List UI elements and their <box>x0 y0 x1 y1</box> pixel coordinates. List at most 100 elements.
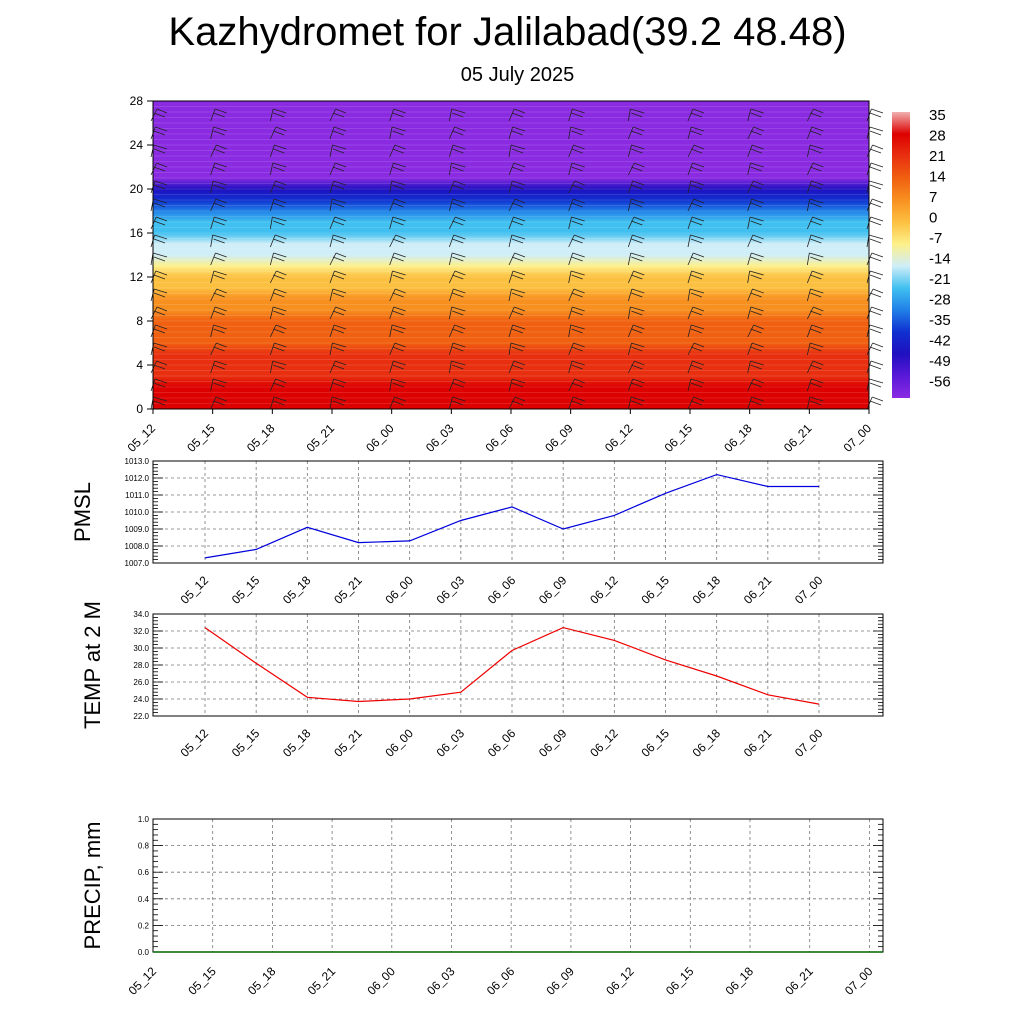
colorbar-label: -14 <box>929 251 951 268</box>
wind-barb <box>627 360 645 374</box>
wind-barb <box>806 342 824 356</box>
wind-barb <box>747 180 764 194</box>
x-tick-label: 05_15 <box>229 573 263 607</box>
x-tick-label: 06_06 <box>484 964 518 998</box>
wind-barb <box>389 126 406 140</box>
wind-barb <box>747 360 764 374</box>
wind-barb <box>568 306 585 320</box>
y-tick-label: 1010.0 <box>125 508 150 517</box>
wind-barb <box>448 198 466 212</box>
wind-barb <box>329 396 347 410</box>
x-tick-label: 06_18 <box>723 964 757 998</box>
y-tick-label: 32.0 <box>133 627 149 636</box>
wind-barb <box>747 324 764 338</box>
wind-barb <box>747 216 764 230</box>
colorbar-label: -21 <box>929 271 951 288</box>
x-tick-label: 06_03 <box>434 726 468 760</box>
wind-barb <box>269 378 287 392</box>
wind-barb <box>687 378 705 392</box>
wind-barb <box>568 360 585 374</box>
wind-barb <box>150 108 168 122</box>
wind-barb <box>568 252 585 266</box>
cross-section-panel: 0 4 8 12 16 20 24 28 05_12 05_15 05_18 05_21 06_00 06… <box>125 94 884 455</box>
x-tick-label: 06_12 <box>587 573 621 607</box>
wind-barb <box>210 270 227 284</box>
wind-barb <box>627 306 645 320</box>
y-tick-label: 16 <box>130 226 144 240</box>
x-tick-label: 06_18 <box>690 573 724 607</box>
y-tick-label: 20 <box>130 182 144 196</box>
y-tick-label: 1008.0 <box>125 542 150 551</box>
wind-barb <box>329 234 347 248</box>
wind-barb <box>747 342 764 356</box>
x-tick-label: 07_00 <box>842 964 876 998</box>
wind-barb <box>210 288 227 302</box>
wind-barb <box>866 396 884 410</box>
wind-barb <box>806 324 824 338</box>
wind-barb <box>329 324 347 338</box>
wind-barb <box>568 180 585 194</box>
wind-barb <box>747 252 764 266</box>
wind-barb <box>568 288 585 302</box>
wind-barb <box>448 162 466 176</box>
x-tick-label: 05_21 <box>331 573 365 607</box>
wind-barb <box>687 108 705 122</box>
wind-barb <box>389 162 406 176</box>
y-tick-label: 22.0 <box>133 712 149 721</box>
y-tick-label: 4 <box>136 358 143 372</box>
wind-barb <box>448 270 466 284</box>
wind-barb <box>627 288 645 302</box>
x-tick-label: 05_12 <box>178 573 212 607</box>
wind-barb <box>508 342 526 356</box>
wind-barb <box>448 288 466 302</box>
x-tick-label: 06_09 <box>544 964 578 998</box>
pmsl-panel: 1007.0 1008.0 1009.0 1010.0 1011.0 1012.0 1013… <box>70 457 884 607</box>
y-tick-label: 0.0 <box>138 948 150 957</box>
x-tick-label: 06_12 <box>602 421 636 455</box>
wind-barb <box>329 162 347 176</box>
wind-barb <box>508 234 526 248</box>
wind-barb <box>747 378 764 392</box>
wind-barb <box>389 108 406 122</box>
wind-barb <box>389 288 406 302</box>
wind-barb <box>508 162 526 176</box>
wind-barb <box>329 198 347 212</box>
wind-barb <box>448 360 466 374</box>
wind-barb <box>806 126 824 140</box>
x-tick-label: 05_15 <box>185 964 219 998</box>
wind-barb <box>329 342 347 356</box>
wind-barb <box>627 162 645 176</box>
wind-barb <box>269 162 287 176</box>
wind-barb <box>269 108 287 122</box>
x-tick-label: 06_03 <box>424 964 458 998</box>
wind-barb <box>389 198 406 212</box>
wind-barb <box>568 270 585 284</box>
wind-barb <box>448 126 466 140</box>
wind-barb <box>747 198 764 212</box>
wind-barb <box>329 270 347 284</box>
colorbar: 35 28 21 14 7 0 -7 -14 -21 -28 -35 -42 -49 -56 <box>892 107 951 398</box>
wind-barb <box>329 126 347 140</box>
wind-barb <box>568 108 585 122</box>
y-tick-label: 28 <box>130 94 144 108</box>
wind-barb <box>747 108 764 122</box>
wind-barb <box>687 144 705 158</box>
x-tick-label: 07_00 <box>792 573 826 607</box>
wind-barb <box>806 198 824 212</box>
x-tick-label: 06_15 <box>638 726 672 760</box>
wind-barb <box>627 144 645 158</box>
x-tick-label: 05_12 <box>178 726 212 760</box>
x-tick-label: 06_03 <box>423 421 457 455</box>
wind-barb <box>389 360 406 374</box>
wind-barb <box>210 162 227 176</box>
wind-barb <box>568 396 585 410</box>
wind-barb <box>508 396 526 410</box>
x-tick-label: 06_15 <box>638 573 672 607</box>
wind-barb <box>508 198 526 212</box>
colorbar-label: 35 <box>929 107 946 124</box>
wind-barb <box>747 234 764 248</box>
wind-barb <box>389 144 406 158</box>
wind-barb <box>687 126 705 140</box>
wind-barb <box>269 198 287 212</box>
wind-barb <box>448 180 466 194</box>
